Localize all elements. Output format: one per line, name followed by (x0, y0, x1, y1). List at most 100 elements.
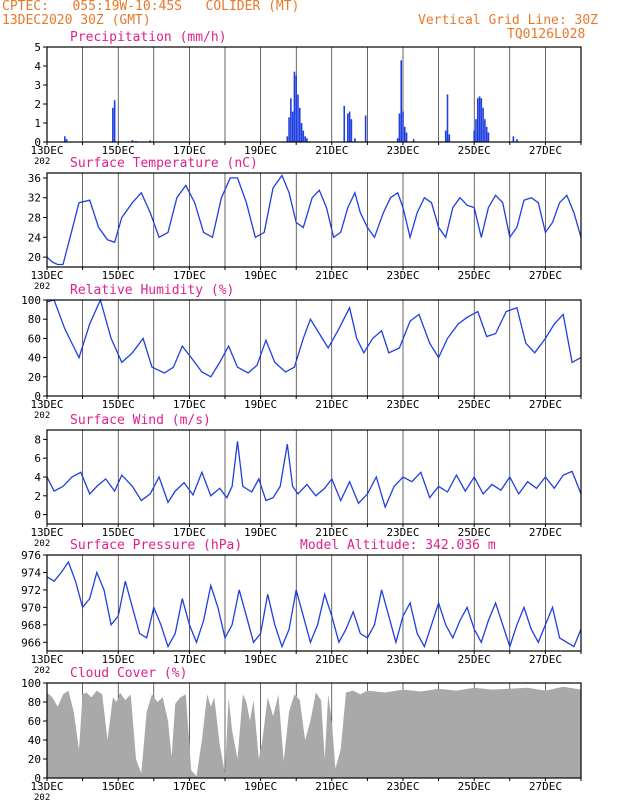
precipitation-x-tick-label: 21DEC (315, 144, 348, 157)
precipitation-x-tick-label: 13DEC (30, 144, 63, 157)
surface-wind-x-tick-label: 17DEC (173, 526, 206, 539)
surface-pressure-x-tick-label: 23DEC (386, 653, 419, 666)
relative-humidity-y-tick-label: 60 (28, 332, 41, 345)
precipitation-bar (512, 136, 515, 142)
precipitation-x-tick-label: 27DEC (529, 144, 562, 157)
precipitation-bar (480, 98, 483, 142)
precipitation-y-tick-label: 0 (34, 136, 41, 149)
precipitation-bar (291, 111, 294, 142)
relative-humidity-frame (46, 299, 582, 397)
surface-pressure-y-tick-label: 966 (21, 636, 41, 649)
surface-wind-x-tick-label: 21DEC (315, 526, 348, 539)
surface-temperature-x-tick-label: 15DEC (102, 269, 135, 282)
surface-temperature-y-tick-label: 36 (28, 172, 41, 185)
surface-pressure-y-tick-label: 974 (21, 566, 41, 579)
precipitation-bar (484, 119, 486, 142)
surface-temperature-x-tick-label: 25DEC (458, 269, 491, 282)
precipitation-y-tick-label: 2 (34, 98, 41, 111)
precipitation-bar (302, 130, 305, 142)
surface-temperature-x-tick-label: 17DEC (173, 269, 206, 282)
surface-pressure-y-tick-label: 972 (21, 584, 41, 597)
precipitation-bar (400, 60, 403, 142)
precipitation-bar (398, 113, 401, 142)
surface-pressure-x-tick-label: 15DEC (102, 653, 135, 666)
relative-humidity-series-line (46, 298, 582, 378)
cloud-cover-frame (46, 682, 582, 779)
surface-temperature-x-tick-label: 23DEC (386, 269, 419, 282)
relative-humidity-x-tick-label: 23DEC (386, 398, 419, 411)
cloud-cover-x-tick-label: 25DEC (458, 780, 491, 793)
surface-pressure-x-tick-label: 27DEC (529, 653, 562, 666)
precipitation-x-tick-label: 17DEC (173, 144, 206, 157)
surface-temperature-x-tick-label: 21DEC (315, 269, 348, 282)
precipitation-bar (286, 136, 289, 142)
surface-pressure-x-tick-label: 13DEC (30, 653, 63, 666)
precipitation-x-year-label: 202 (34, 157, 50, 167)
header-line1: CPTEC: 055:19W-10:45S COLIDER (MT) (2, 0, 300, 14)
precipitation-bar (478, 96, 481, 142)
precipitation-y-tick-label: 3 (34, 79, 41, 92)
cloud-cover-x-tick-label: 21DEC (315, 780, 348, 793)
precipitation-bar (304, 136, 306, 142)
cloud-cover-y-tick-label: 40 (28, 734, 41, 747)
cloud-cover-x-tick-label: 17DEC (173, 780, 206, 793)
cloud-cover-x-tick-label: 19DEC (244, 780, 277, 793)
run-code: TQ0126L028 (507, 27, 586, 42)
precipitation-bar (485, 126, 488, 142)
surface-wind-y-tick-label: 2 (34, 490, 41, 503)
precipitation-bar (295, 75, 298, 142)
precipitation-bar (446, 94, 449, 142)
relative-humidity-x-tick-label: 13DEC (30, 398, 63, 411)
surface-wind-x-tick-label: 15DEC (102, 526, 135, 539)
precipitation-bar (298, 107, 301, 142)
precipitation-x-tick-label: 15DEC (102, 144, 135, 157)
surface-pressure-x-tick-label: 17DEC (173, 653, 206, 666)
precipitation-bar (402, 111, 404, 142)
surface-wind-series-line (46, 441, 582, 510)
surface-wind-frame (46, 429, 582, 525)
precipitation-bar (354, 138, 356, 142)
surface-pressure-x-year-label: 202 (34, 666, 50, 676)
surface-pressure-x-tick-label: 21DEC (315, 653, 348, 666)
surface-pressure-x-tick-label: 19DEC (244, 653, 277, 666)
surface-temperature-x-year-label: 202 (34, 282, 50, 292)
precipitation-bar (293, 71, 296, 142)
surface-temperature-y-tick-label: 32 (28, 192, 41, 205)
relative-humidity-y-tick-label: 100 (21, 294, 41, 307)
precipitation-bar (347, 113, 349, 142)
surface-temperature-y-tick-label: 24 (28, 231, 42, 244)
surface-temperature-x-tick-label: 19DEC (244, 269, 277, 282)
precipitation-bar (364, 115, 367, 142)
precipitation-bar (476, 98, 479, 142)
precipitation-y-tick-label: 4 (34, 60, 41, 73)
precipitation-bar (131, 140, 134, 142)
model-altitude-label: Model Altitude: 342.036 m (300, 538, 496, 553)
surface-temperature-frame (46, 172, 582, 268)
relative-humidity-x-tick-label: 21DEC (315, 398, 348, 411)
precipitation-bar (113, 100, 116, 142)
relative-humidity-x-tick-label: 15DEC (102, 398, 135, 411)
precipitation-bar (405, 132, 408, 142)
precipitation-bar (290, 98, 292, 142)
surface-wind-title: Surface Wind (m/s) (70, 413, 211, 428)
surface-wind-x-tick-label: 23DEC (386, 526, 419, 539)
header-line2: 13DEC2020 30Z (GMT) (2, 13, 151, 28)
relative-humidity-title: Relative Humidity (%) (70, 283, 234, 298)
precipitation-title: Precipitation (mm/h) (70, 30, 227, 45)
precipitation-bar (448, 134, 451, 142)
surface-temperature-series-line (46, 174, 582, 266)
precipitation-frame (46, 46, 582, 143)
precipitation-bar (288, 117, 290, 142)
cloud-cover-title: Cloud Cover (%) (70, 666, 187, 681)
surface-temperature-y-tick-label: 20 (28, 251, 41, 264)
surface-pressure-y-tick-label: 970 (21, 601, 41, 614)
precipitation-bar (516, 139, 518, 142)
cloud-cover-y-tick-label: 100 (21, 677, 41, 690)
surface-wind-x-tick-label: 19DEC (244, 526, 277, 539)
cloud-cover-x-tick-label: 27DEC (529, 780, 562, 793)
precipitation-bar (348, 111, 351, 142)
surface-wind-y-tick-label: 0 (34, 509, 41, 522)
precipitation-x-tick-label: 25DEC (458, 144, 491, 157)
relative-humidity-y-tick-label: 20 (28, 371, 41, 384)
surface-temperature-y-tick-label: 28 (28, 212, 41, 225)
